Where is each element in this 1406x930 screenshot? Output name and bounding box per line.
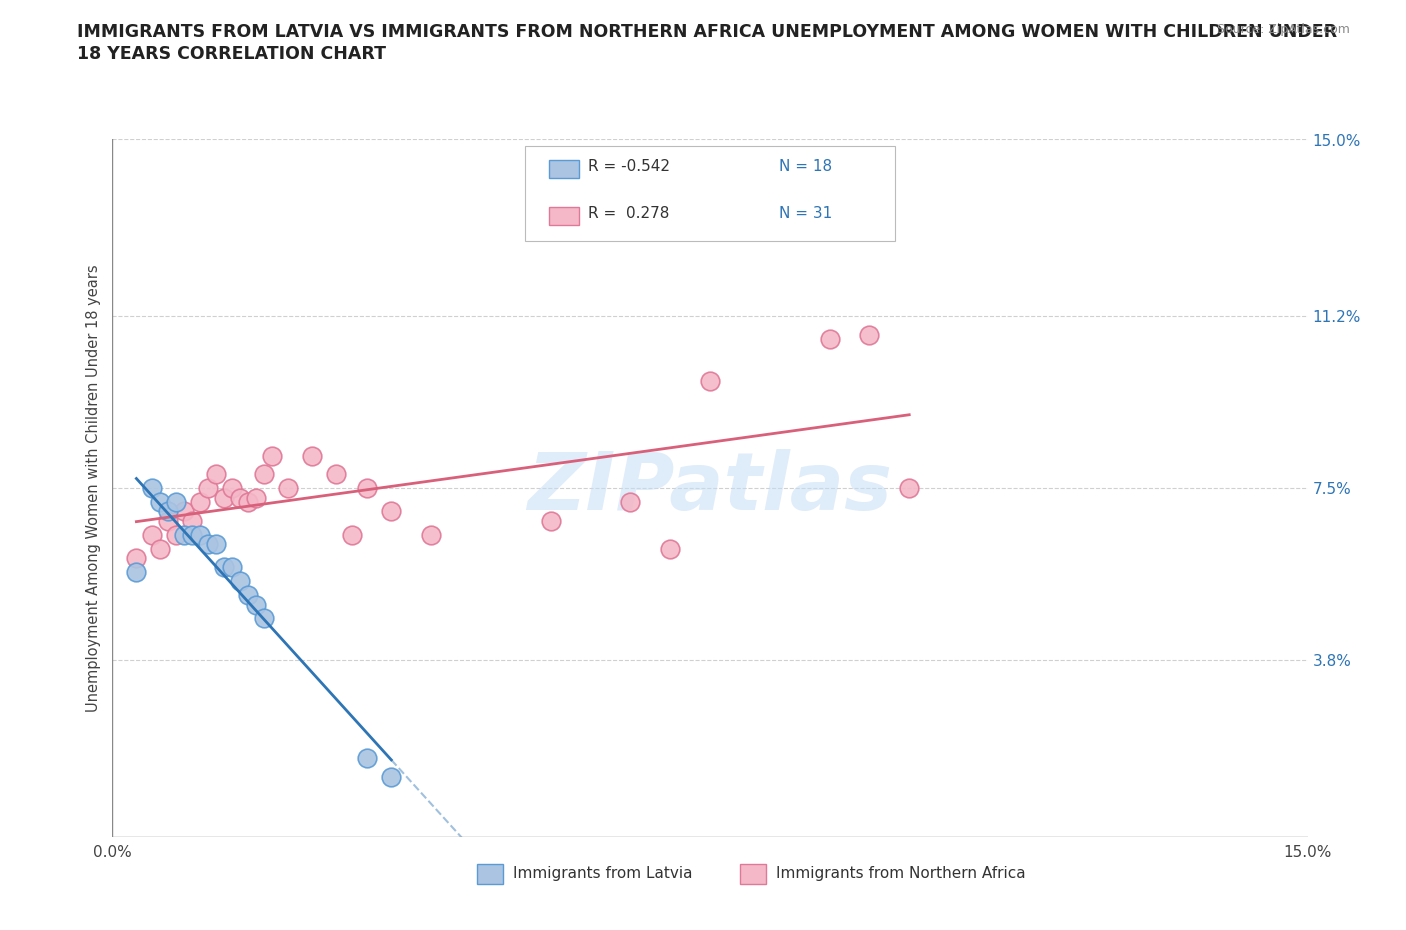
Point <box>858 327 880 342</box>
Point <box>165 527 187 542</box>
Point <box>898 481 921 496</box>
Point <box>157 504 180 519</box>
Point <box>141 481 163 496</box>
Point <box>212 490 235 505</box>
Point <box>253 611 276 626</box>
Point <box>149 541 172 556</box>
Text: Immigrants from Latvia: Immigrants from Latvia <box>513 867 692 882</box>
Point <box>173 527 195 542</box>
Point <box>125 551 148 565</box>
Point <box>540 513 562 528</box>
Text: Source: ZipAtlas.com: Source: ZipAtlas.com <box>1216 23 1350 36</box>
Point <box>659 541 682 556</box>
Text: N = 31: N = 31 <box>779 206 832 220</box>
Point <box>181 513 204 528</box>
Point <box>245 597 267 612</box>
Point <box>818 332 841 347</box>
Point <box>340 527 363 542</box>
Text: Immigrants from Northern Africa: Immigrants from Northern Africa <box>776 867 1025 882</box>
Point <box>197 537 219 551</box>
Point <box>173 504 195 519</box>
Point <box>165 495 187 510</box>
Point <box>157 513 180 528</box>
Bar <box>477 863 503 884</box>
Point <box>356 751 378 765</box>
Text: N = 18: N = 18 <box>779 159 832 174</box>
Point <box>125 565 148 579</box>
Point <box>229 574 252 589</box>
Point <box>205 467 228 482</box>
Point <box>301 448 323 463</box>
Point <box>380 769 402 784</box>
Y-axis label: Unemployment Among Women with Children Under 18 years: Unemployment Among Women with Children U… <box>86 264 101 712</box>
Point <box>188 527 211 542</box>
Text: 18 YEARS CORRELATION CHART: 18 YEARS CORRELATION CHART <box>77 45 387 62</box>
Point <box>205 537 228 551</box>
Text: IMMIGRANTS FROM LATVIA VS IMMIGRANTS FROM NORTHERN AFRICA UNEMPLOYMENT AMONG WOM: IMMIGRANTS FROM LATVIA VS IMMIGRANTS FRO… <box>77 23 1337 41</box>
Text: R = -0.542: R = -0.542 <box>588 159 671 174</box>
Bar <box>740 863 766 884</box>
Point <box>229 490 252 505</box>
Point <box>253 467 276 482</box>
Point <box>619 495 641 510</box>
Point <box>245 490 267 505</box>
Point <box>221 560 243 575</box>
Point <box>236 495 259 510</box>
Point <box>277 481 299 496</box>
Bar <box>548 207 579 225</box>
Point <box>260 448 283 463</box>
Text: ZIPatlas: ZIPatlas <box>527 449 893 527</box>
Point <box>325 467 347 482</box>
Point <box>699 374 721 389</box>
Text: R =  0.278: R = 0.278 <box>588 206 669 220</box>
Point <box>188 495 211 510</box>
Point <box>197 481 219 496</box>
Point <box>236 588 259 603</box>
Point <box>420 527 443 542</box>
Point <box>221 481 243 496</box>
Point <box>181 527 204 542</box>
Point <box>149 495 172 510</box>
FancyBboxPatch shape <box>524 147 896 241</box>
Point <box>212 560 235 575</box>
Bar <box>548 161 579 178</box>
Point <box>141 527 163 542</box>
Point <box>356 481 378 496</box>
Point <box>380 504 402 519</box>
